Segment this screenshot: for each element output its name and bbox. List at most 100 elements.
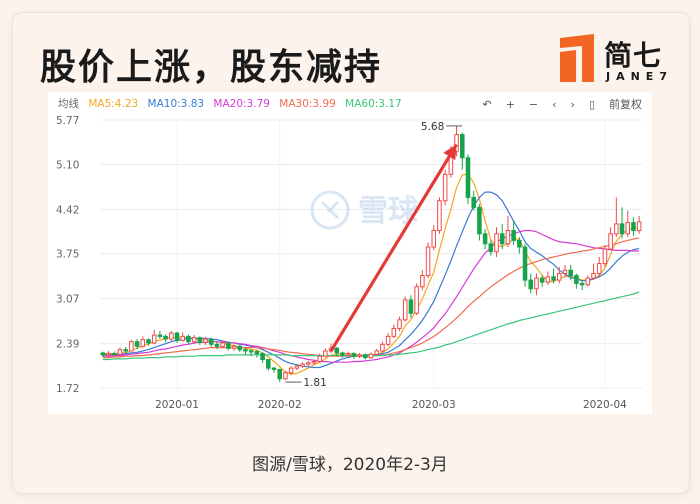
candle-down xyxy=(517,239,522,248)
undo-icon[interactable]: ↶ xyxy=(482,97,492,111)
candle-down xyxy=(174,332,180,341)
candle-down xyxy=(351,353,357,357)
candle-down xyxy=(248,350,254,353)
candle-down xyxy=(488,243,494,253)
candle-up xyxy=(231,345,237,349)
image-caption: 图源/雪球，2020年2-3月 xyxy=(252,455,448,475)
candle-up xyxy=(442,173,448,202)
ma-legend: 均线 MA5:4.23 MA10:3.83 MA20:3.79 MA30:3.9… xyxy=(58,96,408,111)
legend-item-ma60[interactable]: MA60:3.17 xyxy=(345,98,402,110)
candle-down xyxy=(111,353,117,356)
candle-up xyxy=(557,273,562,281)
candle-up xyxy=(608,233,613,250)
candle-down xyxy=(511,230,516,241)
legend-item-ma5[interactable]: MA5:4.23 xyxy=(88,98,139,110)
candle-up xyxy=(425,246,431,277)
ma-line-ma60 xyxy=(102,291,640,361)
candle-down xyxy=(163,335,168,340)
candle-down xyxy=(477,206,482,235)
y-tick-label: 5.10 xyxy=(56,159,79,171)
candle-down xyxy=(528,279,534,290)
legend-title: 均线 xyxy=(58,98,79,110)
zoom-in-icon[interactable]: + xyxy=(505,97,515,111)
candle-up xyxy=(402,299,408,321)
candle-down xyxy=(237,345,243,351)
candle-up xyxy=(437,200,442,232)
chart-toolbar: ↶ + − ‹ › ▯ 前复权 xyxy=(482,96,642,112)
candle-down xyxy=(482,233,488,245)
candle-down xyxy=(539,277,545,283)
scroll-left-icon[interactable]: ‹ xyxy=(552,97,557,111)
candle-up xyxy=(596,263,602,275)
candle-down xyxy=(214,343,220,347)
adjust-mode-button[interactable]: 前复权 xyxy=(609,98,642,111)
trend-arrow-shaft xyxy=(329,143,458,352)
candle-down xyxy=(619,223,625,235)
candle-down xyxy=(254,351,260,355)
y-tick-label: 2.39 xyxy=(56,339,79,351)
chart-panel: 均线 MA5:4.23 MA10:3.83 MA20:3.79 MA30:3.9… xyxy=(48,92,652,414)
candle-up xyxy=(169,332,174,340)
candle-down xyxy=(277,368,282,380)
legend-item-ma30[interactable]: MA30:3.99 xyxy=(279,98,336,110)
candle-down xyxy=(551,276,556,281)
candle-down xyxy=(499,233,505,245)
candle-down xyxy=(266,359,271,369)
candle-up xyxy=(220,342,225,347)
brand-name-en: JANE7 xyxy=(606,70,673,83)
candle-up xyxy=(380,343,385,352)
candle-down xyxy=(465,157,471,198)
zoom-out-icon[interactable]: − xyxy=(528,97,539,111)
candle-up xyxy=(106,353,111,356)
candle-up xyxy=(283,372,288,380)
candle-up xyxy=(505,230,511,245)
candle-up xyxy=(545,276,551,283)
y-tick-label: 4.42 xyxy=(56,204,79,216)
candle-down xyxy=(340,352,345,356)
brand-mark-icon xyxy=(560,34,594,82)
y-tick-label: 3.75 xyxy=(56,249,79,261)
candle-up xyxy=(151,334,157,344)
candle-up xyxy=(305,362,311,365)
candle-down xyxy=(243,349,248,352)
watermark: 雪球 xyxy=(310,190,419,230)
candle-down xyxy=(631,222,636,232)
candle-down xyxy=(408,299,414,314)
candle-down xyxy=(574,275,579,284)
candle-up xyxy=(420,275,425,288)
y-tick-label: 1.72 xyxy=(56,383,79,395)
legend-item-ma10[interactable]: MA10:3.83 xyxy=(147,98,205,110)
candle-down xyxy=(100,352,106,356)
candle-up xyxy=(317,355,322,363)
candle-down xyxy=(186,335,191,343)
candle-up xyxy=(117,349,123,355)
candle-down xyxy=(471,196,476,208)
snowball-logo-icon xyxy=(310,190,350,230)
x-tick-label: 2020-04 xyxy=(583,399,627,411)
candle-up xyxy=(374,350,379,355)
candle-down xyxy=(208,338,214,345)
candlestick-chart: 5.77 5.10 4.42 3.75 3.07 2.39 1.72 2020-01 2020-… xyxy=(56,115,642,411)
candle-up xyxy=(357,354,362,357)
candle-down xyxy=(271,367,277,370)
y-tick-label: 3.07 xyxy=(56,294,79,306)
candle-up xyxy=(300,363,305,367)
candle-down xyxy=(579,282,585,286)
candle-up xyxy=(345,353,351,356)
candle-type-icon[interactable]: ▯ xyxy=(588,97,595,111)
candle-up xyxy=(180,335,185,341)
candle-down xyxy=(146,339,151,344)
candle-up xyxy=(391,327,397,337)
candle-up xyxy=(454,134,459,152)
candle-down xyxy=(522,246,528,281)
candle-up xyxy=(203,338,208,343)
scroll-right-icon[interactable]: › xyxy=(570,97,575,111)
legend-item-ma20[interactable]: MA20:3.79 xyxy=(213,98,270,110)
candle-down xyxy=(334,347,340,354)
candle-up xyxy=(397,319,402,329)
x-tick-label: 2020-01 xyxy=(155,399,199,411)
candle-down xyxy=(568,269,573,277)
annotation-low: 1.81 xyxy=(303,377,326,389)
candle-up xyxy=(614,223,619,235)
candle-up xyxy=(431,230,437,248)
